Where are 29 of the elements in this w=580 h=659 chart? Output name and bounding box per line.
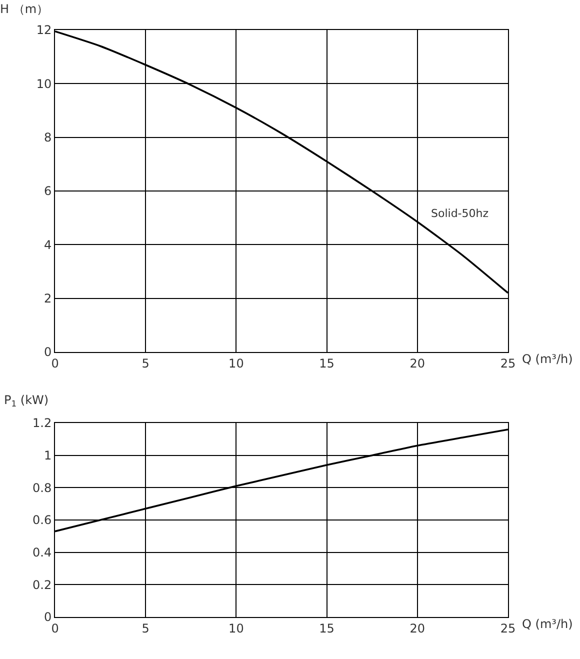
x-tick-label: 20: [410, 356, 426, 370]
x-tick-label: 5: [142, 621, 150, 636]
x-tick-label: 20: [410, 621, 426, 636]
y-tick-label: 0.6: [32, 513, 52, 528]
x-tick-label: 25: [500, 356, 516, 370]
x-tick-label: 10: [228, 356, 244, 370]
y-tick-label: 10: [36, 76, 52, 91]
y-tick-label: 0: [44, 610, 52, 624]
x-tick-label: 10: [228, 621, 244, 636]
y-tick-label: 6: [44, 184, 52, 198]
series-label: Solid-50hz: [431, 207, 489, 220]
x-tick-label: 15: [319, 621, 334, 636]
x-tick-label: 5: [142, 356, 150, 370]
y-tick-label: 8: [44, 130, 52, 145]
y-axis-title: H （m）: [0, 2, 49, 16]
y-tick-label: 0: [44, 345, 52, 360]
y-tick-label: 1.2: [32, 416, 52, 430]
y-tick-label: 0.2: [32, 578, 52, 592]
y-tick-label: 12: [36, 23, 52, 38]
y-tick-label: 0.8: [32, 480, 52, 495]
y-tick-label: 4: [44, 238, 52, 252]
x-tick-label: 25: [500, 621, 516, 636]
x-axis-title: Q (m³/h): [522, 617, 573, 631]
x-axis-title: Q (m³/h): [522, 352, 573, 366]
y-axis-title: P$_{1}$ (kW): [4, 393, 49, 409]
x-tick-label: 15: [319, 356, 334, 370]
y-tick-label: 0.4: [32, 546, 52, 560]
y-tick-label: 2: [44, 292, 52, 306]
y-tick-label: 1: [44, 448, 52, 463]
